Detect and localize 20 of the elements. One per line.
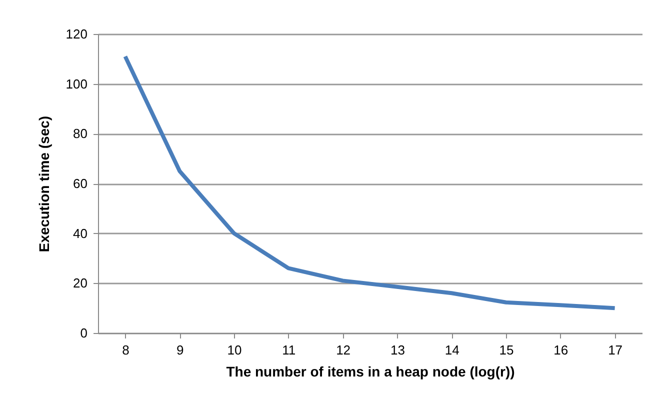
y-tick-label: 60: [73, 176, 88, 191]
x-tick-label: 14: [444, 342, 460, 358]
y-tick-label: 0: [80, 326, 88, 340]
x-tick-label: 17: [608, 342, 623, 358]
x-tick-label: 15: [499, 342, 514, 358]
x-tick-label: 8: [122, 342, 130, 358]
x-tick-label: 12: [336, 342, 351, 358]
x-tick-label: 11: [282, 342, 296, 358]
y-tick-label: 20: [73, 276, 88, 291]
x-tick-label: 10: [227, 342, 242, 358]
y-tick-label: 40: [73, 226, 88, 241]
line-series: [123, 54, 617, 310]
x-axis-title: The number of items in a heap node (log(r)): [226, 364, 515, 380]
x-tick-label: 9: [176, 342, 184, 358]
x-tick-label: 16: [554, 342, 568, 358]
x-tick-label: 13: [390, 342, 405, 358]
y-axis-title: Execution time (sec): [36, 116, 52, 252]
y-tick-label: 80: [73, 126, 88, 142]
y-tick-label: 100: [66, 76, 88, 92]
y-tick-label: 120: [66, 26, 88, 42]
